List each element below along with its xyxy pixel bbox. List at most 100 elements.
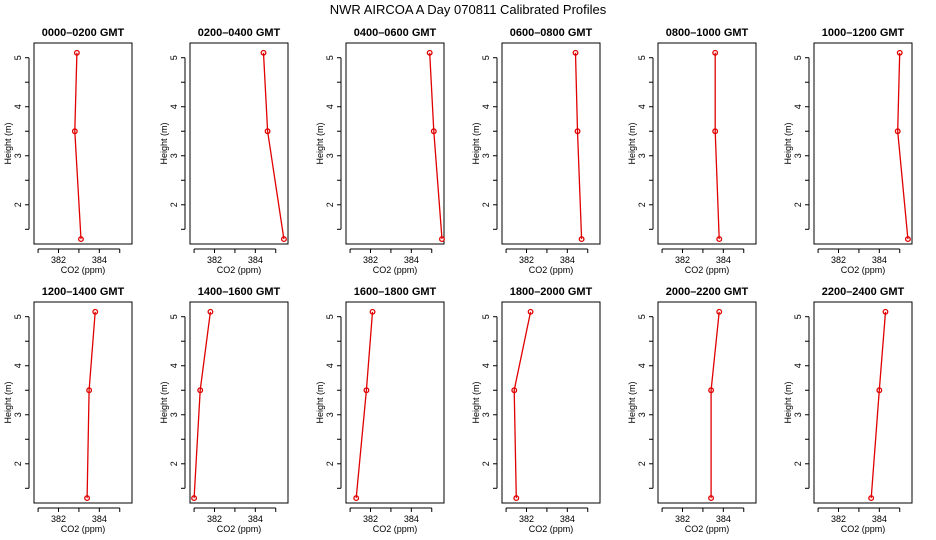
y-axis-label: Height (m) [471,122,481,164]
panel-title: 0400–0600 GMT [354,27,437,39]
y-axis-label: Height (m) [471,381,481,423]
x-tick-label: 384 [404,514,419,524]
x-axis-label: CO2 (ppm) [61,524,106,534]
x-tick-label: 384 [872,514,887,524]
profile-point [574,128,581,135]
y-tick-label: 2 [13,461,23,466]
x-axis-label: CO2 (ppm) [841,265,886,275]
profile-line [710,311,720,499]
y-tick-label: 2 [637,202,647,207]
y-tick-label: 5 [13,314,23,319]
plot-frame [345,301,445,504]
y-tick-label: 2 [169,202,179,207]
x-axis-label: CO2 (ppm) [373,265,418,275]
y-tick-label: 3 [325,412,335,417]
y-tick-label: 3 [13,412,23,417]
profile-line [355,311,374,499]
x-tick-label: 384 [560,255,575,265]
y-tick-label: 3 [481,412,491,417]
profile-point [78,236,84,243]
y-tick-label: 5 [481,314,491,319]
panel-title: 2000–2200 GMT [666,286,749,298]
y-axis-label: Height (m) [783,122,793,164]
profile-point [712,128,719,135]
x-tick-label: 384 [248,514,263,524]
y-tick-label: 4 [637,363,647,368]
profile-point [712,49,719,56]
profile-point [207,308,214,315]
y-tick-label: 2 [13,202,23,207]
x-axis-label: CO2 (ppm) [529,524,574,534]
y-tick-label: 2 [481,461,491,466]
profile-point [86,387,93,394]
plot-frame [813,301,913,504]
y-tick-label: 5 [793,55,803,60]
y-tick-label: 5 [169,55,179,60]
x-tick-label: 384 [92,255,107,265]
x-tick-label: 382 [831,255,846,265]
y-tick-label: 5 [325,314,335,319]
profile-point [71,128,78,135]
profile-point [439,236,445,243]
y-tick-label: 5 [325,55,335,60]
x-tick-label: 384 [872,255,887,265]
profile-line [193,311,212,499]
plot-frame [657,301,757,504]
x-axis-label: CO2 (ppm) [841,524,886,534]
panel-title: 0200–0400 GMT [198,27,281,39]
y-tick-label: 3 [481,153,491,158]
x-axis-label: CO2 (ppm) [61,265,106,275]
x-axis-label: CO2 (ppm) [373,524,418,534]
profile-point [882,308,889,315]
profile-line [513,311,532,499]
y-tick-label: 2 [793,461,803,466]
plot-frame [33,301,133,504]
x-tick-label: 382 [675,255,690,265]
x-tick-label: 384 [560,514,575,524]
x-axis-label: CO2 (ppm) [529,265,574,275]
profile-point [868,495,875,502]
y-tick-label: 3 [169,153,179,158]
panel-title: 1800–2000 GMT [510,286,593,298]
y-tick-label: 4 [793,363,803,368]
profile-line [870,311,887,499]
plot-frame [33,42,133,245]
y-tick-label: 4 [481,104,491,109]
profile-point [197,387,204,394]
x-tick-label: 384 [248,255,263,265]
y-tick-label: 2 [169,461,179,466]
panel-title: 1600–1800 GMT [354,286,437,298]
x-tick-label: 382 [831,514,846,524]
y-tick-label: 2 [481,202,491,207]
profile-line [262,52,285,240]
x-axis-label: CO2 (ppm) [685,524,730,534]
plot-frame [189,301,289,504]
x-tick-label: 384 [92,514,107,524]
y-axis-label: Height (m) [3,122,13,164]
y-axis-label: Height (m) [315,122,325,164]
plot-frame [501,301,601,504]
y-axis-label: Height (m) [159,122,169,164]
profile-point [430,128,437,135]
profile-point [363,387,370,394]
panel-title: 1200–1400 GMT [42,286,125,298]
x-axis-label: CO2 (ppm) [217,524,262,534]
y-tick-label: 2 [793,202,803,207]
x-tick-label: 382 [519,514,534,524]
x-axis-label: CO2 (ppm) [217,265,262,275]
y-axis-label: Height (m) [783,381,793,423]
y-tick-label: 4 [13,104,23,109]
profile-point [426,49,433,56]
profile-point [73,49,80,56]
x-tick-label: 382 [207,255,222,265]
x-tick-label: 382 [207,514,222,524]
y-tick-label: 2 [325,202,335,207]
profile-point [578,236,585,243]
